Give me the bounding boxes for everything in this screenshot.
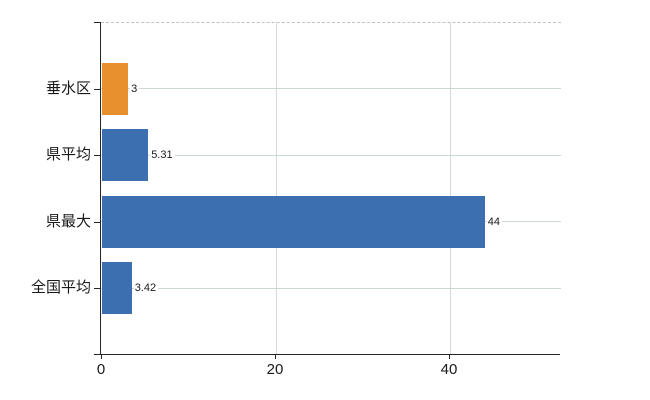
x-grid-line (276, 22, 277, 354)
y-grid-line (101, 154, 561, 156)
x-tick-label: 0 (96, 361, 106, 378)
bar-value-label: 3 (130, 81, 140, 96)
x-tick-label: 20 (266, 361, 284, 378)
y-tick (94, 221, 100, 223)
bar-value-label: 5.31 (150, 148, 175, 163)
bar (102, 62, 129, 115)
y-tick (94, 22, 100, 23)
x-grid-line (450, 22, 451, 354)
plot-top-border (101, 22, 561, 23)
x-tick (449, 354, 450, 359)
y-tick (94, 155, 100, 157)
bar (102, 195, 485, 248)
category-label: 垂水区 (45, 79, 91, 97)
category-label: 全国平均 (30, 279, 91, 297)
y-tick (94, 288, 100, 290)
bar-value-label: 3.42 (133, 281, 159, 296)
y-grid-line (101, 88, 561, 90)
x-tick-label: 40 (440, 361, 458, 378)
x-tick (275, 354, 276, 359)
category-label: 県最大 (45, 212, 91, 230)
plot-area: 3 5.31 44 3.42 (100, 22, 561, 354)
y-grid-line (101, 287, 561, 289)
bar (102, 262, 132, 315)
bar-value-label: 44 (486, 214, 503, 229)
x-axis-line (94, 354, 560, 355)
y-tick (94, 88, 100, 90)
x-tick (101, 354, 102, 359)
category-label: 県平均 (45, 146, 91, 164)
bar (102, 129, 149, 182)
